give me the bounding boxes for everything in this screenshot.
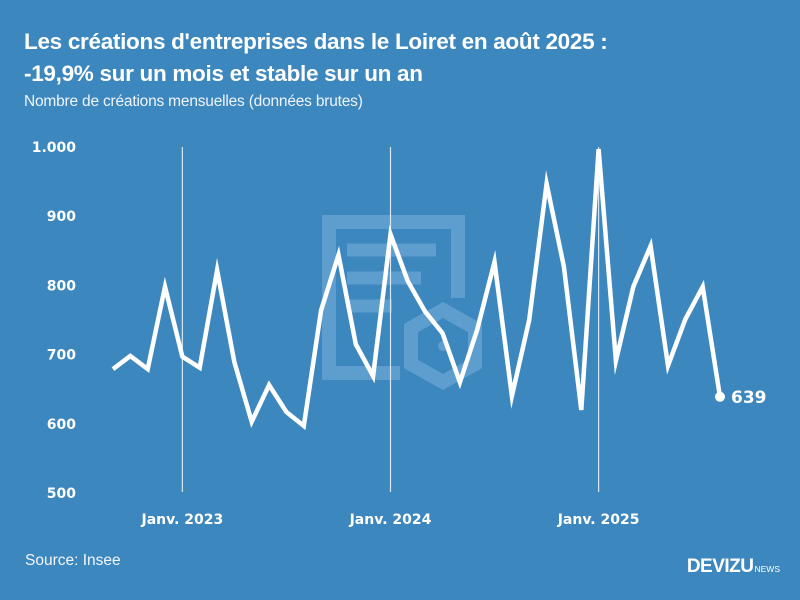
chart-title-line-2: -19,9% sur un mois et stable sur un an <box>24 61 423 86</box>
brand-name: DEVIZU <box>686 556 754 577</box>
end-point-marker <box>715 391 725 402</box>
y-tick-label: 800 <box>47 278 76 294</box>
x-tick-label: Janv. 2024 <box>349 512 432 528</box>
series-line <box>111 148 723 431</box>
watermark-gear <box>404 301 482 391</box>
source-label: Source: Insee <box>25 552 121 569</box>
end-value-label: 639 <box>731 388 767 408</box>
watermark-document-outline <box>322 215 465 380</box>
chart-subtitle: Nombre de créations mensuelles (données … <box>24 93 363 110</box>
brand-logo: DEVIZU NEWS <box>687 556 780 578</box>
x-tick-label: Janv. 2023 <box>140 512 223 528</box>
y-tick-label: 600 <box>47 417 76 433</box>
y-tick-label: 500 <box>47 486 76 502</box>
y-tick-label: 900 <box>47 209 76 225</box>
chart-title-line-1: Les créations d'entreprises dans le Loir… <box>24 29 608 54</box>
y-tick-label: 700 <box>47 348 76 364</box>
brand-suffix: NEWS <box>754 564 781 574</box>
x-tick-label: Janv. 2025 <box>557 512 640 528</box>
y-tick-label: 1.000 <box>32 140 77 156</box>
chart-title: Les créations d'entreprises dans le Loir… <box>24 26 784 90</box>
